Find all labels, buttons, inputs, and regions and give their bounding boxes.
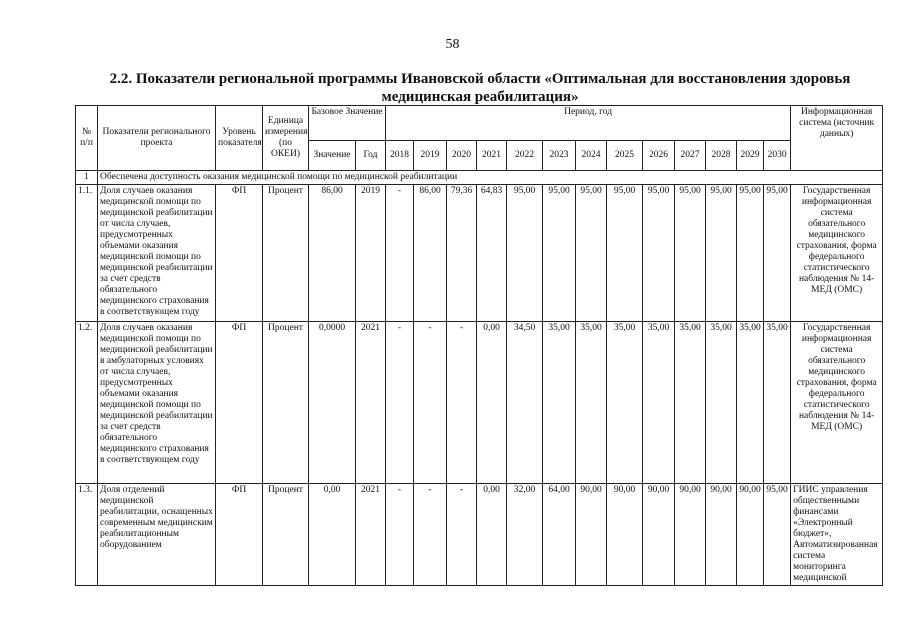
header-period: Период, год [384,105,792,141]
base-year: 2019 [355,184,386,322]
header-year: 2022 [506,140,543,171]
year-value: 35,00 [736,321,764,484]
year-value: - [413,483,447,586]
year-value: 35,00 [542,321,576,484]
year-value: 90,00 [606,483,643,586]
indicators-table: № п/п Показатели регионального проекта У… [75,105,884,586]
header-subrow: Значение Год 2018 2019 2020 2021 2022 2023 202… [76,140,883,171]
table-row: 1.2. Доля случаев оказания медицинской по… [75,321,884,484]
year-value: 95,00 [736,184,764,322]
year-value: 95,00 [674,184,706,322]
year-value: 35,00 [606,321,643,484]
year-value: 64,00 [542,483,576,586]
year-value: 35,00 [762,321,792,484]
year-value: 95,00 [606,184,643,322]
header-level: Уровень показателя [215,105,263,171]
year-value: 95,00 [506,184,543,322]
year-value: 0,00 [476,321,507,484]
year-value: 90,00 [705,483,737,586]
header-year: 2026 [642,140,675,171]
header-base-year: Год [355,140,386,171]
header-year: 2028 [705,140,737,171]
year-value: 35,00 [674,321,706,484]
header-year: 2018 [385,140,414,171]
header-year: 2021 [476,140,507,171]
year-value: 35,00 [575,321,607,484]
section-num: 1 [75,170,98,185]
table-row: 1.1. Доля случаев оказания медицинской по… [75,184,884,322]
year-value: 95,00 [542,184,576,322]
year-value: 86,00 [413,184,447,322]
header-year: 2025 [606,140,643,171]
year-value: 90,00 [736,483,764,586]
year-value: 35,00 [642,321,675,484]
base-year: 2021 [355,321,386,484]
info-system: Государственная информационная система о… [790,321,884,484]
table-row: 1.3. Доля отделений медицинской реабилита… [75,483,884,586]
year-value: - [446,321,477,484]
year-value: 95,00 [575,184,607,322]
year-value: 90,00 [674,483,706,586]
year-value: 32,00 [506,483,543,586]
header-name: Показатели регионального проекта [97,105,216,171]
year-value: - [385,483,414,586]
row-num: 1.2. [75,321,98,484]
indicator-unit: Процент [262,184,309,322]
base-value: 86,00 [308,184,356,322]
indicator-level: ФП [215,483,263,586]
indicator-unit: Процент [262,483,309,586]
section-title: 2.2. Показатели региональной программы И… [109,71,851,105]
base-year: 2021 [355,483,386,586]
header-year: 2030 [762,140,792,171]
header-info: Информационная система (источник данных) [790,105,884,171]
year-value: 64,83 [476,184,507,322]
year-value: - [413,321,447,484]
header-year: 2027 [674,140,706,171]
header-year: 2024 [575,140,607,171]
indicator-name: Доля случаев оказания медицинской помощи… [97,184,216,322]
year-value: - [385,184,414,322]
page-number: 58 [445,37,460,52]
indicator-level: ФП [215,321,263,484]
year-value: 95,00 [762,483,792,586]
year-value: 34,50 [506,321,543,484]
header-base: Базовое Значение [308,105,386,141]
year-value: 79,36 [446,184,477,322]
section-row: 1 Обеспечена доступность оказания медици… [75,170,884,185]
year-value: 95,00 [642,184,675,322]
header-year: 2023 [542,140,576,171]
header-year: 2020 [446,140,477,171]
year-value: 0,00 [476,483,507,586]
header-row: № п/п Показатели регионального проекта У… [75,105,884,171]
year-value: - [446,483,477,586]
row-num: 1.1. [75,184,98,322]
header-year: 2029 [736,140,764,171]
year-value: 35,00 [705,321,737,484]
indicator-unit: Процент [262,321,309,484]
indicator-level: ФП [215,184,263,322]
header-unit: Единица измерения (по ОКЕИ) [262,105,309,171]
indicator-name: Доля отделений медицинской реабилитации,… [97,483,216,586]
year-value: 90,00 [642,483,675,586]
header-year: 2019 [413,140,447,171]
header-num: № п/п [75,105,98,171]
section-text: Обеспечена доступность оказания медицинс… [96,170,884,185]
header-base-value: Значение [308,140,356,171]
year-value: 90,00 [575,483,607,586]
indicator-name: Доля случаев оказания медицинской помощи… [97,321,216,484]
info-system: Государственная информационная система о… [790,184,884,322]
year-value: - [385,321,414,484]
base-value: 0,0000 [308,321,356,484]
year-value: 95,00 [762,184,792,322]
info-system: ГИИС управления общественными финансами … [790,483,884,586]
row-num: 1.3. [75,483,98,586]
base-value: 0,00 [308,483,356,586]
year-value: 95,00 [705,184,737,322]
